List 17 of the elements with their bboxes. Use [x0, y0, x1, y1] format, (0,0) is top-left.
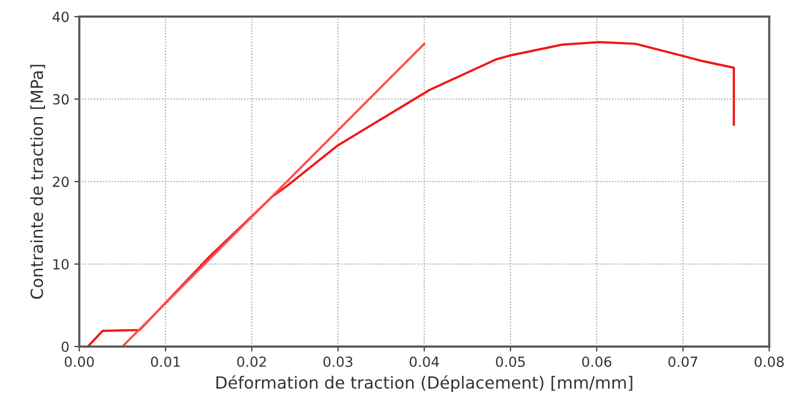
- x-tick-label: 0.06: [582, 356, 612, 367]
- y-tick-label: 30: [52, 94, 69, 105]
- y-tick-label: 0: [62, 341, 69, 352]
- y-axis-title: Contrainte de traction [MPa]: [30, 64, 46, 299]
- y-tick-label: 20: [52, 176, 69, 188]
- y-tick-label: 10: [53, 259, 69, 270]
- x-tick-label: 0.04: [410, 356, 439, 367]
- x-axis-title: Déformation de traction (Déplacement) [mm/mm]: [216, 375, 632, 392]
- x-tick-label: 0.01: [150, 356, 180, 367]
- x-tick-label: 0.03: [323, 356, 352, 367]
- y-tick-label: 40: [52, 12, 69, 22]
- x-tick-label: 0.07: [668, 356, 698, 367]
- x-tick-label: 0.05: [496, 356, 525, 367]
- line-series: [86, 41, 735, 347]
- x-tick-label: 0.02: [237, 356, 266, 367]
- x-tick-label: 0.00: [64, 356, 94, 367]
- x-tick-label: 0.08: [754, 356, 784, 367]
